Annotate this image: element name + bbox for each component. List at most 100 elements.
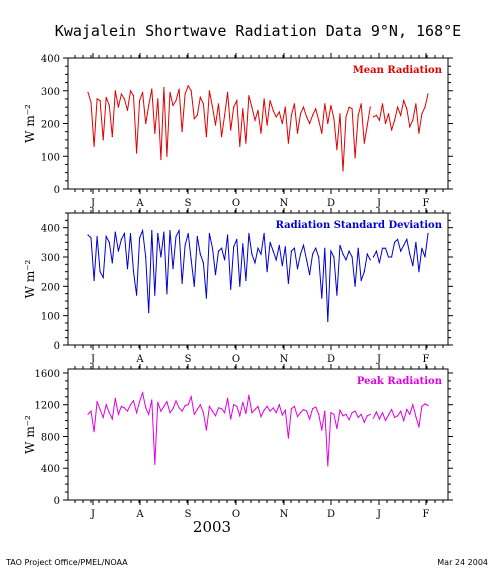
data-point (217, 103, 220, 105)
y-tick-label: 300 (41, 253, 60, 264)
data-point (239, 415, 241, 417)
data-point (284, 246, 286, 248)
data-point (169, 412, 171, 414)
y-axis-label: W m⁻² (23, 104, 37, 143)
data-point (221, 136, 223, 138)
data-point (169, 91, 171, 93)
data-point (360, 103, 362, 105)
data-point (391, 256, 393, 258)
data-point (129, 90, 132, 92)
data-point (330, 412, 332, 414)
year-label: 2003 (193, 518, 231, 536)
data-point (202, 103, 204, 105)
data-point (306, 410, 308, 412)
data-point (178, 88, 180, 90)
data-point (117, 106, 119, 108)
data-point (290, 250, 292, 252)
data-point (145, 407, 147, 409)
data-point (117, 250, 119, 252)
data-point (287, 142, 289, 144)
data-point (230, 418, 232, 420)
data-point (157, 98, 159, 100)
data-point (181, 410, 183, 412)
data-point (342, 253, 344, 255)
data-point (245, 412, 247, 415)
data-point (142, 230, 144, 232)
data-point (205, 429, 207, 431)
data-point (102, 416, 104, 418)
x-tick-label: F (423, 198, 430, 209)
data-point (181, 131, 183, 133)
data-point (333, 256, 335, 258)
y-tick-label: 1600 (35, 369, 60, 380)
data-point (418, 426, 420, 428)
data-point (132, 271, 135, 273)
data-point (108, 241, 110, 243)
data-point (96, 235, 98, 238)
data-point (400, 410, 402, 412)
data-point (111, 262, 113, 264)
data-point (375, 411, 377, 413)
data-point (266, 405, 268, 407)
x-tick-label: D (327, 198, 335, 209)
data-point (136, 152, 138, 154)
data-point (199, 253, 201, 255)
data-point (278, 244, 280, 246)
data-point (415, 241, 417, 243)
data-point (269, 241, 271, 243)
data-point (90, 410, 92, 412)
data-point (372, 116, 374, 118)
data-point (199, 96, 201, 98)
data-point (163, 86, 165, 89)
y-tick-label: 0 (54, 496, 60, 507)
data-point (387, 256, 390, 258)
data-point (224, 114, 226, 116)
data-point (293, 103, 295, 105)
data-point (381, 412, 384, 414)
data-point (363, 421, 365, 423)
data-point (351, 108, 353, 110)
y-axis-label: W m⁻² (23, 259, 37, 298)
panels: 0 100 200 300 400 J A S O N D J F W m⁻² Mean Radiation… (23, 53, 453, 520)
data-point (105, 96, 107, 98)
data-point (357, 114, 359, 116)
data-point (242, 243, 244, 245)
series-line (87, 228, 429, 322)
data-point (312, 114, 314, 116)
x-tick-label: J (90, 198, 95, 209)
data-point (384, 247, 387, 249)
data-point (315, 247, 317, 249)
data-point (126, 268, 129, 270)
data-point (260, 132, 262, 134)
data-point (412, 265, 414, 267)
data-point (99, 408, 101, 411)
data-point (160, 256, 162, 258)
data-point (348, 106, 350, 108)
data-point (126, 410, 129, 412)
data-point (184, 404, 186, 407)
y-tick-label: 400 (41, 54, 60, 65)
panel-1: 0 100 200 300 400 J A S O N D J F W m⁻² Mean Radiation (23, 53, 453, 209)
y-tick-label: 300 (41, 87, 60, 98)
data-point (184, 93, 186, 95)
x-tick-label: O (232, 509, 240, 520)
data-point (296, 416, 299, 418)
data-point (208, 90, 210, 92)
data-point (239, 285, 241, 287)
data-point (136, 294, 138, 296)
data-point (123, 98, 125, 100)
data-point (166, 293, 168, 295)
data-point (245, 279, 247, 282)
data-point (251, 412, 253, 414)
data-point (211, 106, 214, 108)
y-tick-label: 200 (41, 120, 60, 131)
data-point (366, 415, 368, 417)
data-point (145, 256, 147, 258)
data-point (339, 113, 341, 115)
data-point (403, 100, 405, 102)
footer-date: Mar 24 2004 (437, 558, 488, 567)
data-point (360, 279, 362, 282)
data-point (157, 401, 159, 403)
data-point (199, 404, 201, 406)
